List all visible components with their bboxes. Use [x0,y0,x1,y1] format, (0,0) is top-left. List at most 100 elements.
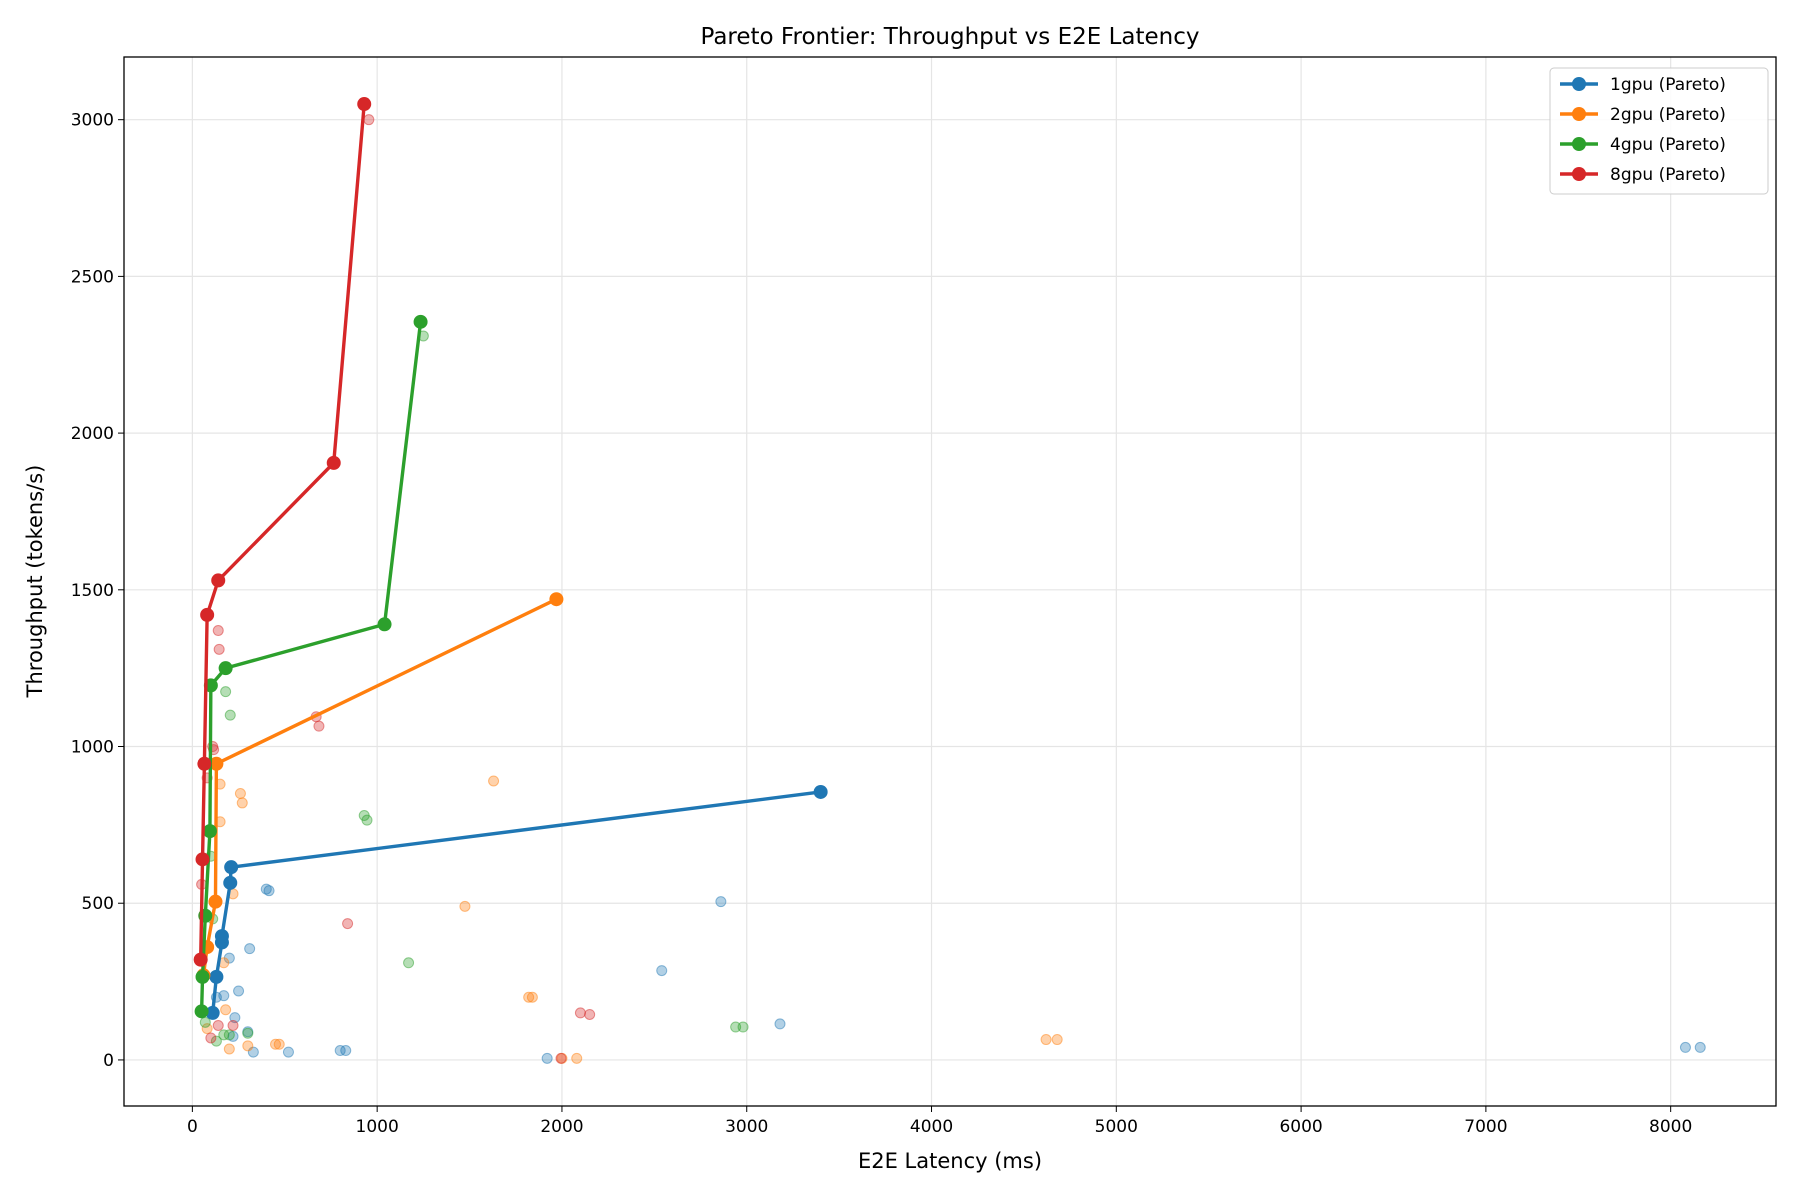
y-tick-label: 2000 [71,424,114,444]
x-tick-label: 7000 [1464,1117,1507,1137]
data-point [199,1016,211,1028]
pareto-point [357,97,372,112]
x-tick-label: 2000 [540,1117,583,1137]
data-point [340,1045,352,1057]
data-point [342,918,354,930]
legend-label: 8gpu (Pareto) [1610,165,1726,185]
legend-marker [1572,107,1586,121]
legend-marker [1572,77,1586,91]
y-tick-label: 1500 [71,581,114,601]
y-tick-label: 3000 [71,111,114,131]
data-point [263,885,275,897]
data-point [220,1004,232,1016]
data-point [1040,1034,1052,1046]
data-point [236,797,248,809]
legend-label: 1gpu (Pareto) [1610,75,1726,95]
axis-ticks: 0 1000 2000 3000 4000 5000 6000 7000 8000 0 500 100… [71,111,1693,1137]
pareto-point [209,756,224,771]
data-point [715,896,727,908]
pareto-line [201,597,558,976]
x-axis-label: E2E Latency (ms) [858,1149,1042,1173]
x-tick-label: 1000 [356,1117,399,1137]
pareto-point [197,756,212,771]
y-tick-label: 1000 [71,738,114,758]
data-point [571,1052,583,1064]
pareto-line [199,321,423,1012]
data-point [774,1018,786,1030]
data-point [1694,1041,1706,1053]
data-point [224,709,236,721]
pareto-point [195,852,210,867]
pareto-line [198,103,366,960]
data-point [242,1040,254,1052]
grid [124,57,1776,1106]
pareto-point [209,969,224,984]
data-point [737,1021,749,1033]
data-point [656,965,668,977]
data-point [574,1007,586,1019]
pareto-point [218,661,233,676]
data-point [488,775,500,787]
pareto-point [194,1004,209,1019]
data-point [212,1019,224,1031]
legend-label: 4gpu (Pareto) [1610,135,1726,155]
data-point [205,1032,217,1044]
data-point [233,985,245,997]
pareto-point [200,607,215,622]
data-point [227,1019,239,1031]
pareto-point [205,1005,220,1020]
x-tick-label: 5000 [1095,1117,1138,1137]
y-tick-label: 2500 [71,267,114,287]
pareto-line [211,790,821,1014]
data-point [270,1038,282,1050]
data-point [210,1035,222,1047]
data-point [213,643,225,655]
chart-title: Pareto Frontier: Throughput vs E2E Laten… [701,24,1200,50]
data-point [244,943,256,955]
data-point [541,1052,553,1064]
data-point [334,1045,346,1057]
data-point [212,625,224,637]
data-point [526,991,538,1003]
legend-marker [1572,167,1586,181]
y-tick-label: 500 [82,894,114,914]
data-point [223,1029,235,1041]
data-point [555,1052,567,1064]
data-point [584,1008,596,1020]
data-point [361,814,373,826]
pareto-point [413,314,428,329]
y-axis-label: Throughput (tokens/s) [23,465,47,699]
x-tick-label: 6000 [1279,1117,1322,1137]
x-tick-label: 4000 [910,1117,953,1137]
data-point [273,1038,285,1050]
pareto-point [202,824,217,839]
data-point [242,1027,254,1039]
pareto-point [214,929,229,944]
data-point [220,686,232,698]
pareto-point [208,894,223,909]
x-tick-label: 3000 [725,1117,768,1137]
data-point [201,1023,213,1035]
scatter-points [196,114,1706,1064]
data-point [234,788,246,800]
plot-frame [123,56,1777,1107]
pareto-point [377,617,392,632]
pareto-point [813,784,828,799]
pareto-point [224,860,239,875]
data-point [218,1029,230,1041]
data-point [223,1043,235,1055]
legend-box [1549,67,1769,195]
data-point [1679,1041,1691,1053]
legend: 1gpu (Pareto) 2gpu (Pareto) 4gpu (Pareto) 8… [1549,67,1769,195]
data-point [1051,1034,1063,1046]
legend-marker [1572,137,1586,151]
data-point [459,900,471,912]
data-point [363,114,375,126]
data-point [523,991,535,1003]
legend-label: 2gpu (Pareto) [1610,105,1726,125]
data-point [282,1046,294,1058]
pareto-lines [193,97,828,1020]
y-tick-label: 0 [103,1051,114,1071]
pareto-point [193,952,208,967]
